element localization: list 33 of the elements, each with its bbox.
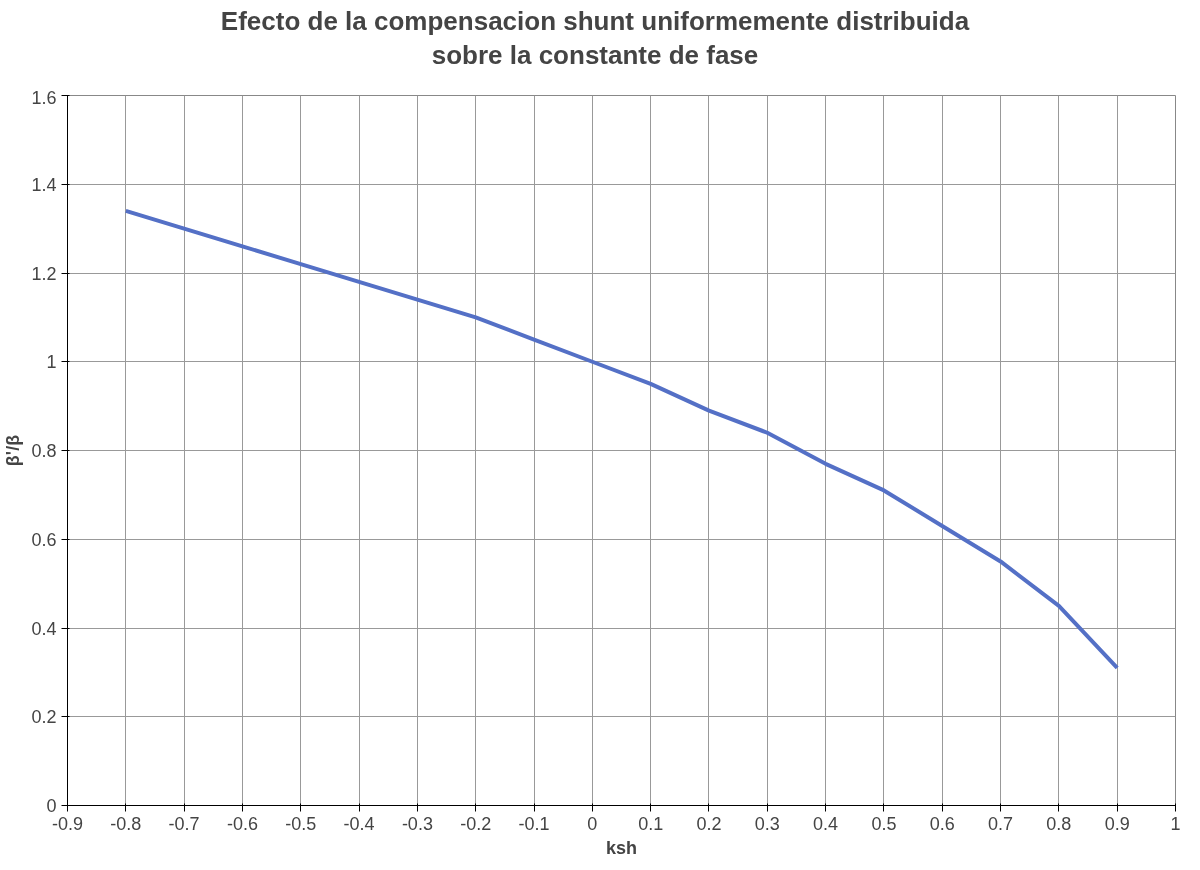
y-tick-label: 0: [46, 796, 57, 816]
x-tick-label: -0.5: [285, 813, 317, 834]
x-tick-label: -0.9: [51, 813, 84, 834]
y-tick-label: 0.6: [31, 529, 57, 550]
x-tick-label: -0.4: [343, 813, 375, 834]
x-tick-label: 0.4: [813, 813, 839, 834]
y-tick-label: 0.8: [31, 441, 57, 461]
x-tick-label: -0.8: [110, 813, 142, 834]
chart-title: Efecto de la compensacion shunt uniformemente distribuida sobre la constante de fase: [220, 5, 970, 72]
y-tick-label: 1.4: [31, 174, 57, 195]
y-tick-label: 1: [46, 352, 57, 373]
x-tick-label: -0.3: [401, 813, 433, 834]
line-series: [123, 208, 1120, 670]
y-tick-label: 1.6: [31, 87, 57, 108]
x-tick-label: 0: [587, 813, 598, 834]
x-tick-label: 0.3: [754, 813, 780, 834]
x-tick-label: 0.8: [1046, 813, 1072, 834]
x-tick-label: 1: [1170, 813, 1181, 834]
x-tick-label: -0.6: [226, 813, 258, 834]
x-tick-label: 0.2: [696, 813, 722, 834]
x-tick-label: 0.9: [1104, 813, 1130, 834]
y-tick-label: 0.4: [31, 618, 57, 639]
x-tick-label: 0.7: [988, 813, 1014, 834]
x-axis-title: ksh: [605, 837, 638, 858]
y-tick-label: 1.2: [31, 263, 57, 284]
x-tick-label: 0.5: [871, 813, 897, 834]
y-axis-title: β'/β: [3, 434, 24, 467]
x-tick-label: -0.1: [518, 813, 550, 834]
x-tick-label: 0.6: [929, 813, 955, 834]
x-tick-label: 0.1: [638, 813, 664, 834]
y-tick-label: 0.2: [31, 707, 57, 728]
x-tick-label: -0.7: [168, 813, 200, 834]
x-tick-label: -0.2: [460, 813, 492, 834]
